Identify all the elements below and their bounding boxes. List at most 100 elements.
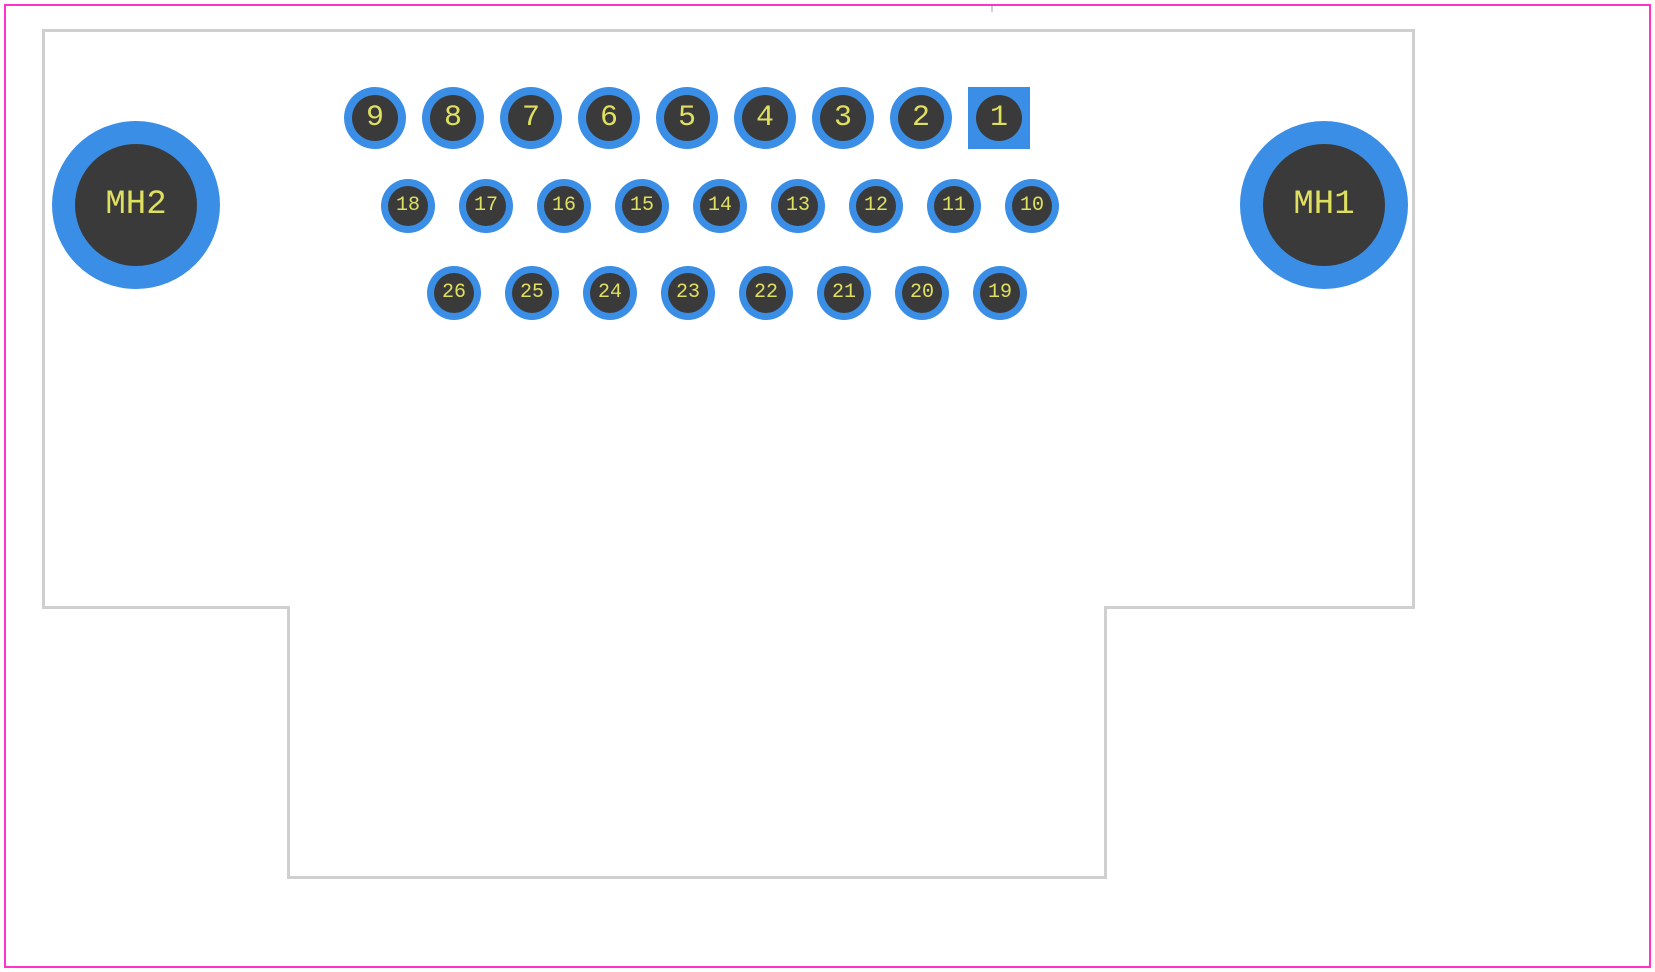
pin-25-hole: 25	[512, 273, 552, 313]
pin-22-hole: 22	[746, 273, 786, 313]
pin-1-hole: 1	[976, 95, 1022, 141]
pin-5-ring: 5	[656, 87, 718, 149]
pin-13-label: 13	[786, 196, 810, 216]
pin-14: 14	[693, 179, 747, 233]
mounting-hole-mh1-hole: MH1	[1263, 144, 1385, 266]
pin-18: 18	[381, 179, 435, 233]
pin-25-label: 25	[520, 283, 544, 303]
pin-16-label: 16	[552, 196, 576, 216]
mounting-hole-mh2-hole: MH2	[75, 144, 197, 266]
pin-15-label: 15	[630, 196, 654, 216]
pin-24-hole: 24	[590, 273, 630, 313]
pin-26-label: 26	[442, 283, 466, 303]
pin-11-hole: 11	[934, 186, 974, 226]
pin-23-ring: 23	[661, 266, 715, 320]
pin-20-hole: 20	[902, 273, 942, 313]
mounting-hole-mh1: MH1	[1240, 121, 1408, 289]
pin-26-ring: 26	[427, 266, 481, 320]
pin-21-ring: 21	[817, 266, 871, 320]
pin-12: 12	[849, 179, 903, 233]
pin-7: 7	[500, 87, 562, 149]
mounting-hole-mh1-label: MH1	[1293, 188, 1354, 222]
pin-18-ring: 18	[381, 179, 435, 233]
pin-10: 10	[1005, 179, 1059, 233]
pin-17: 17	[459, 179, 513, 233]
pin-22: 22	[739, 266, 793, 320]
pin-17-hole: 17	[466, 186, 506, 226]
pin-15: 15	[615, 179, 669, 233]
mounting-hole-mh2-label: MH2	[105, 188, 166, 222]
pin-6-label: 6	[600, 103, 618, 133]
pin-1-ring: 1	[968, 87, 1030, 149]
pin-15-ring: 15	[615, 179, 669, 233]
pin-7-ring: 7	[500, 87, 562, 149]
pin-8-hole: 8	[430, 95, 476, 141]
pin-8-label: 8	[444, 103, 462, 133]
pin-19: 19	[973, 266, 1027, 320]
pin-13-hole: 13	[778, 186, 818, 226]
pin-4: 4	[734, 87, 796, 149]
component-body-outline	[42, 29, 1415, 609]
pin-14-ring: 14	[693, 179, 747, 233]
pin-16-hole: 16	[544, 186, 584, 226]
pin-25-ring: 25	[505, 266, 559, 320]
pin-20: 20	[895, 266, 949, 320]
pin-26: 26	[427, 266, 481, 320]
pin-24-ring: 24	[583, 266, 637, 320]
pin-15-hole: 15	[622, 186, 662, 226]
pin-23-hole: 23	[668, 273, 708, 313]
pin-24: 24	[583, 266, 637, 320]
pin-8-ring: 8	[422, 87, 484, 149]
pin-2-label: 2	[912, 103, 930, 133]
pin-2: 2	[890, 87, 952, 149]
component-tab-outline	[287, 609, 1107, 879]
pin-12-hole: 12	[856, 186, 896, 226]
pin-3-ring: 3	[812, 87, 874, 149]
pin-21: 21	[817, 266, 871, 320]
mounting-hole-mh1-ring: MH1	[1240, 121, 1408, 289]
pin-4-ring: 4	[734, 87, 796, 149]
pin-12-ring: 12	[849, 179, 903, 233]
pin-5: 5	[656, 87, 718, 149]
pin-21-label: 21	[832, 283, 856, 303]
pin-18-hole: 18	[388, 186, 428, 226]
pin-11-label: 11	[942, 196, 966, 216]
pin-23-label: 23	[676, 283, 700, 303]
pin-11: 11	[927, 179, 981, 233]
mounting-hole-mh2-ring: MH2	[52, 121, 220, 289]
footprint-canvas: MH2MH11234567891011121314151617181920212…	[0, 0, 1655, 972]
pin-19-ring: 19	[973, 266, 1027, 320]
pin-14-label: 14	[708, 196, 732, 216]
pin-22-ring: 22	[739, 266, 793, 320]
pin-14-hole: 14	[700, 186, 740, 226]
pin-11-ring: 11	[927, 179, 981, 233]
pin-13-ring: 13	[771, 179, 825, 233]
pin-24-label: 24	[598, 283, 622, 303]
pin-10-ring: 10	[1005, 179, 1059, 233]
pin-19-hole: 19	[980, 273, 1020, 313]
pin-25: 25	[505, 266, 559, 320]
pin-17-ring: 17	[459, 179, 513, 233]
pin-20-ring: 20	[895, 266, 949, 320]
pin-13: 13	[771, 179, 825, 233]
pin-1: 1	[968, 87, 1030, 149]
pin-12-label: 12	[864, 196, 888, 216]
pin-1-label: 1	[990, 103, 1008, 133]
pin-6-ring: 6	[578, 87, 640, 149]
pin-5-label: 5	[678, 103, 696, 133]
pin-3: 3	[812, 87, 874, 149]
pin-3-hole: 3	[820, 95, 866, 141]
pin-6-hole: 6	[586, 95, 632, 141]
pin-23: 23	[661, 266, 715, 320]
pin-6: 6	[578, 87, 640, 149]
pin-3-label: 3	[834, 103, 852, 133]
pin-16: 16	[537, 179, 591, 233]
pin-9: 9	[344, 87, 406, 149]
pin-4-label: 4	[756, 103, 774, 133]
pin-26-hole: 26	[434, 273, 474, 313]
pin-8: 8	[422, 87, 484, 149]
mounting-hole-mh2: MH2	[52, 121, 220, 289]
pin-19-label: 19	[988, 283, 1012, 303]
pin-16-ring: 16	[537, 179, 591, 233]
pin-2-hole: 2	[898, 95, 944, 141]
